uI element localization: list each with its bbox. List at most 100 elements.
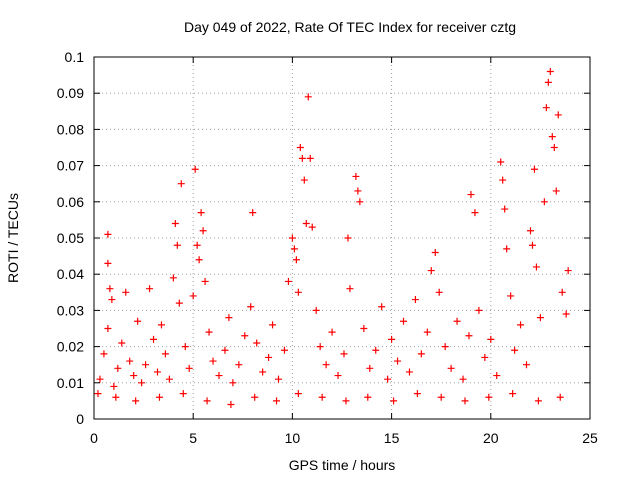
data-point: [280, 346, 288, 354]
data-point: [517, 321, 525, 329]
data-point: [191, 165, 199, 173]
data-point: [126, 357, 134, 365]
data-point: [405, 368, 413, 376]
data-point: [511, 346, 519, 354]
y-tick-label: 0: [76, 411, 84, 427]
data-point: [247, 303, 255, 311]
data-point: [344, 234, 352, 242]
data-point: [328, 328, 336, 336]
data-point: [346, 285, 354, 293]
data-point: [322, 361, 330, 369]
data-point: [499, 176, 507, 184]
data-point: [536, 314, 544, 322]
data-point: [288, 234, 296, 242]
data-point: [249, 209, 257, 217]
y-tick-label: 0.1: [65, 49, 85, 65]
data-point: [269, 321, 277, 329]
data-point: [205, 328, 213, 336]
data-point: [556, 393, 564, 401]
data-point: [534, 397, 542, 405]
data-point: [558, 288, 566, 296]
data-point: [390, 397, 398, 405]
data-point: [157, 321, 165, 329]
data-point: [528, 241, 536, 249]
data-point: [100, 350, 108, 358]
data-point: [118, 339, 126, 347]
data-point: [225, 314, 233, 322]
data-point: [203, 397, 211, 405]
data-point: [354, 187, 362, 195]
x-axis-ticks: 0 5 10 15 20 25: [90, 57, 598, 446]
data-point: [467, 191, 475, 199]
data-point: [550, 144, 558, 151]
data-point: [294, 390, 302, 398]
data-point: [112, 393, 120, 401]
data-point: [364, 393, 372, 401]
data-point: [294, 288, 302, 296]
data-point: [229, 379, 237, 387]
data-point: [487, 335, 495, 343]
data-point: [372, 346, 380, 354]
data-point: [138, 379, 146, 387]
data-point: [523, 361, 531, 369]
data-point: [435, 288, 443, 296]
data-point: [114, 364, 122, 372]
data-point: [195, 256, 203, 264]
x-tick-label: 15: [384, 430, 400, 446]
data-point: [221, 346, 229, 354]
chart-title: Day 049 of 2022, Rate Of TEC Index for r…: [184, 19, 516, 35]
y-tick-label: 0.05: [57, 230, 84, 246]
data-point: [122, 288, 130, 296]
data-point: [104, 259, 112, 267]
data-point: [235, 361, 243, 369]
data-point: [356, 198, 364, 206]
data-point: [153, 368, 161, 376]
data-point: [312, 306, 320, 314]
data-point: [308, 223, 316, 231]
data-point: [493, 372, 501, 380]
data-point: [501, 205, 509, 213]
y-tick-label: 0.02: [57, 339, 84, 355]
data-point: [96, 375, 104, 383]
data-point: [316, 343, 324, 351]
data-point: [298, 154, 306, 162]
data-point: [142, 361, 150, 369]
data-point: [465, 332, 473, 340]
data-point: [108, 296, 116, 304]
data-point: [394, 357, 402, 365]
data-point: [284, 277, 292, 285]
y-tick-label: 0.01: [57, 375, 84, 391]
data-point: [471, 209, 479, 217]
data-point: [503, 245, 511, 253]
data-point: [209, 357, 217, 365]
x-tick-label: 25: [582, 430, 598, 446]
data-point: [509, 390, 517, 398]
data-point: [193, 241, 201, 249]
data-point: [340, 350, 348, 358]
data-point: [199, 227, 207, 235]
data-point: [530, 165, 538, 173]
data-point: [94, 390, 102, 398]
y-tick-label: 0.07: [57, 158, 84, 174]
data-point: [155, 393, 163, 401]
y-tick-label: 0.08: [57, 121, 84, 137]
data-point: [564, 267, 572, 275]
gridlines: [94, 57, 590, 419]
data-point: [177, 180, 185, 188]
data-point: [417, 350, 425, 358]
data-point: [507, 292, 515, 300]
data-point: [318, 393, 326, 401]
data-point: [352, 172, 360, 180]
y-axis-ticks: 0 0.01 0.02 0.03 0.04 0.05 0.06 0.07 0.08 0.09 0.1: [57, 49, 590, 427]
data-point: [265, 353, 273, 361]
data-point: [300, 176, 308, 184]
data-point: [181, 343, 189, 351]
y-tick-label: 0.09: [57, 85, 84, 101]
data-point: [292, 256, 300, 264]
data-point: [554, 111, 562, 119]
data-point: [411, 296, 419, 304]
data-points: [94, 67, 572, 409]
data-point: [273, 397, 281, 405]
y-tick-label: 0.03: [57, 302, 84, 318]
